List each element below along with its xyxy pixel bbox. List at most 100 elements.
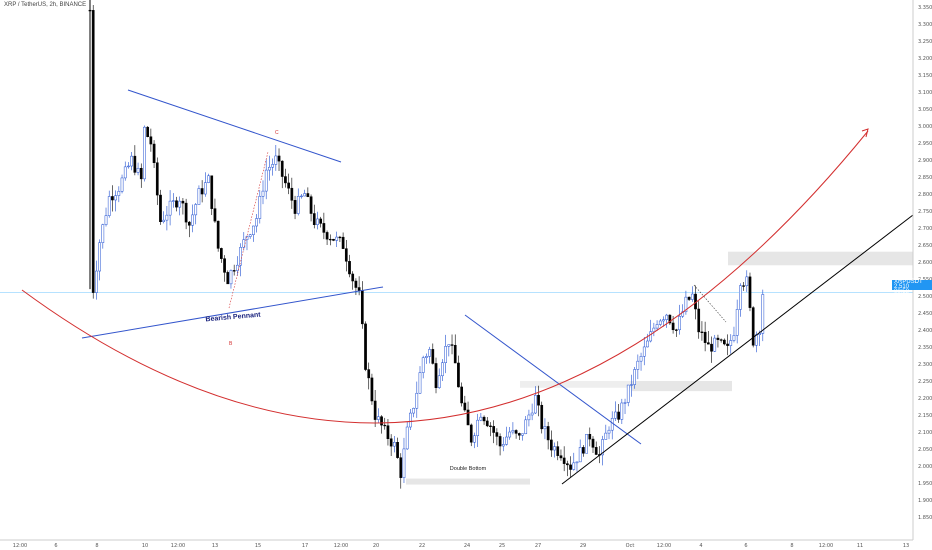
candle-body [668,314,672,324]
candle-body [130,155,133,167]
y-tick-label: 3.250 [918,39,932,45]
candle-body [409,412,412,428]
x-tick-label: 13 [212,543,218,549]
candle-body [184,202,188,223]
candle-body [319,218,323,224]
candle-body [143,126,146,180]
candle-body [335,236,339,241]
candle-body [421,357,425,373]
candle-body [546,426,550,441]
candle-body [380,416,383,426]
candle-body [620,402,624,420]
x-tick-label: 8 [95,543,98,549]
candle-body [684,296,688,313]
y-tick-label: 2.600 [918,260,932,266]
candle-body [271,164,274,168]
candle-body [604,432,608,440]
candle-body [431,349,435,364]
x-axis[interactable]: 12:00 6 8 10 12:00 13 15 17 12:00 20 22 24 25 27 29 Oct… [0,539,913,549]
candle-body [341,236,345,249]
y-tick-label: 2.500 [918,294,932,300]
candle-body [344,248,348,262]
candle-body [633,369,636,385]
candle-body [133,155,137,173]
candle-body [101,224,105,243]
y-tick-label: 2.200 [918,396,932,402]
candle-body [713,337,717,352]
candle-body [662,319,665,322]
candle-body [482,416,486,422]
y-tick-label: 2.650 [918,243,932,249]
support-zone-lower [520,380,632,388]
y-tick-label: 2.550 [918,277,932,283]
candle-body [485,420,489,427]
candle-body [226,272,230,285]
candlestick-series [88,0,765,489]
candle-body [610,417,614,431]
candle-body [569,464,572,470]
candle-body [636,360,640,370]
y-tick-label: 2.900 [918,158,932,164]
candle-body [357,287,361,291]
candle-body [678,315,681,331]
candle-body [476,419,480,436]
y-tick-label: 2.400 [918,328,932,334]
candle-body [642,346,646,357]
x-tick-label: 29 [580,543,586,549]
candle-body [373,400,377,420]
candle-body [726,343,729,346]
y-tick-label: 2.250 [918,379,932,385]
candle-body [739,285,742,310]
candle-body [658,320,662,325]
candle-body [325,232,329,240]
candle-body [261,190,265,197]
candle-body [104,215,108,225]
x-tick-label: 13 [903,543,909,549]
wave-c-label: C [275,130,279,136]
candle-body [139,167,143,180]
descending-trendline [464,314,642,445]
candle-body [441,362,444,377]
candle-body [434,363,438,388]
chart-symbol-title: XRP / TetherUS, 2h, BINANCE [4,2,87,8]
candle-body [181,200,185,204]
x-tick-label: 11 [857,543,863,549]
pullback-dotted-line [693,284,727,323]
candle-body [508,431,512,438]
candle-body [585,433,588,454]
candle-body [300,195,303,198]
candle-body [309,196,313,214]
candle-body [617,411,620,420]
candle-body [152,143,156,163]
candle-body [578,447,582,463]
candle-body [268,166,271,171]
candle-body [623,402,627,404]
y-axis[interactable]: 1.850 1.900 1.950 2.000 2.050 2.100 2.150 2.200… [912,0,932,540]
x-tick-label: 6 [744,543,747,549]
candle-body [107,196,111,216]
x-tick-label: 12:00 [13,543,27,549]
candle-body [469,424,473,443]
candle-body [655,324,659,329]
candle-body [402,448,406,478]
candle-body [351,273,355,282]
y-tick-label: 1.850 [918,515,932,521]
candle-body [389,438,393,447]
candle-body [252,225,255,235]
candle-body [338,236,342,239]
candle-body [549,439,553,451]
double-bottom-zone [406,478,530,485]
candle-body [203,182,207,195]
candle-body [159,194,162,223]
candle-body [146,126,150,137]
candle-body [649,331,653,342]
candle-body [591,438,595,448]
y-tick-label: 3.100 [918,90,932,96]
candle-body [123,166,127,179]
candle-body [489,425,492,427]
chart-drawings [21,89,914,485]
candle-body [229,270,233,285]
y-tick-label: 3.200 [918,56,932,62]
candle-body [165,214,169,221]
